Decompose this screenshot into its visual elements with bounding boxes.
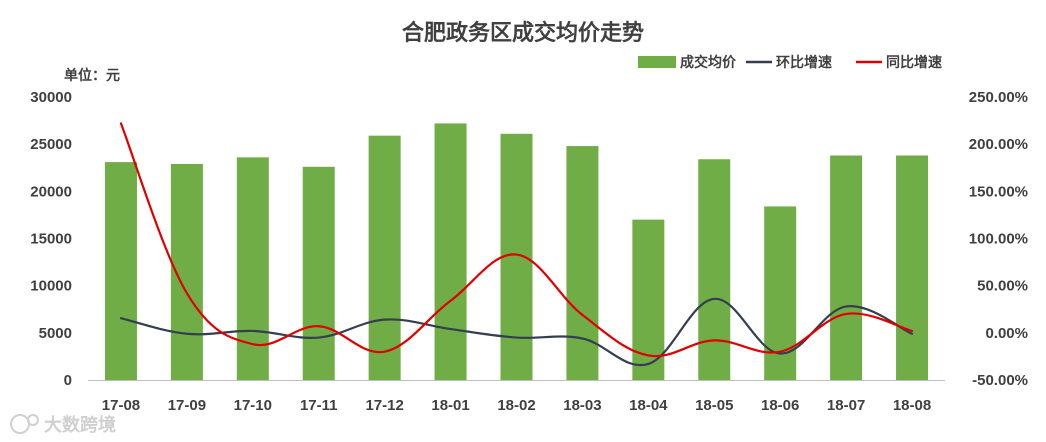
x-tick-label: 18-01 xyxy=(431,397,469,414)
left-tick-label: 25000 xyxy=(30,136,72,153)
chart-title: 合肥政务区成交均价走势 xyxy=(402,20,644,46)
unit-label: 单位：元 xyxy=(64,67,120,84)
x-tick-label: 18-02 xyxy=(497,397,535,414)
watermark-text: 大数跨境 xyxy=(44,414,116,436)
left-tick-label: 30000 xyxy=(30,89,72,106)
bar-17-12 xyxy=(368,135,401,380)
bar-18-07 xyxy=(830,155,863,380)
legend-label-bar: 成交均价 xyxy=(680,54,737,71)
left-tick-label: 20000 xyxy=(30,183,72,200)
bar-18-02 xyxy=(500,133,533,380)
x-tick-label: 17-09 xyxy=(168,397,206,414)
bar-18-01 xyxy=(434,123,467,380)
bar-17-08 xyxy=(104,162,137,380)
bar-17-11 xyxy=(302,166,335,380)
x-tick-label: 18-05 xyxy=(695,397,733,414)
left-tick-label: 10000 xyxy=(30,278,72,295)
left-tick-label: 15000 xyxy=(30,231,72,248)
x-tick-label: 17-12 xyxy=(365,397,403,414)
watermark-logo-icon xyxy=(10,414,30,434)
left-tick-label: 0 xyxy=(64,372,72,389)
x-tick-label: 18-06 xyxy=(761,397,799,414)
legend-label-mom: 环比增速 xyxy=(776,54,832,71)
watermark: 大数跨境 xyxy=(10,414,116,436)
x-tick-label: 18-03 xyxy=(563,397,601,414)
x-tick-label: 17-11 xyxy=(300,397,338,414)
x-axis-ticks: 17-08 17-09 17-10 17-11 17-12 18-01 18-02 18-03… xyxy=(102,397,931,414)
lines xyxy=(119,122,914,367)
left-axis-ticks: 0 5000 10000 15000 20000 25000 30000 xyxy=(30,89,72,389)
right-tick-label: 200.00% xyxy=(969,136,1028,153)
right-tick-label: -50.00% xyxy=(972,372,1028,389)
right-tick-label: 250.00% xyxy=(969,89,1028,106)
x-tick-label: 18-08 xyxy=(893,397,931,414)
legend: 成交均价 环比增速 同比增速 xyxy=(638,54,942,71)
right-tick-label: 100.00% xyxy=(969,231,1028,248)
line-series-mom xyxy=(119,297,914,367)
left-tick-label: 5000 xyxy=(39,325,72,342)
right-tick-label: 0.00% xyxy=(985,325,1028,342)
right-axis-ticks: -50.00% 0.00% 50.00% 100.00% 150.00% 200.00% 2… xyxy=(969,89,1028,389)
line-series-yoy xyxy=(119,122,914,358)
bar-17-10 xyxy=(236,157,269,380)
x-tick-label: 18-04 xyxy=(629,397,668,414)
x-tick-label: 17-08 xyxy=(102,397,140,414)
bars xyxy=(104,123,929,380)
x-tick-label: 18-07 xyxy=(827,397,865,414)
legend-label-yoy: 同比增速 xyxy=(886,54,942,71)
right-tick-label: 150.00% xyxy=(969,183,1028,200)
bar-18-03 xyxy=(566,146,599,380)
bar-18-08 xyxy=(896,155,929,380)
bar-18-05 xyxy=(698,159,731,380)
right-tick-label: 50.00% xyxy=(977,278,1028,295)
x-tick-label: 17-10 xyxy=(234,397,272,414)
legend-swatch-bar xyxy=(638,56,676,68)
watermark-logo-dot-icon xyxy=(27,414,39,426)
